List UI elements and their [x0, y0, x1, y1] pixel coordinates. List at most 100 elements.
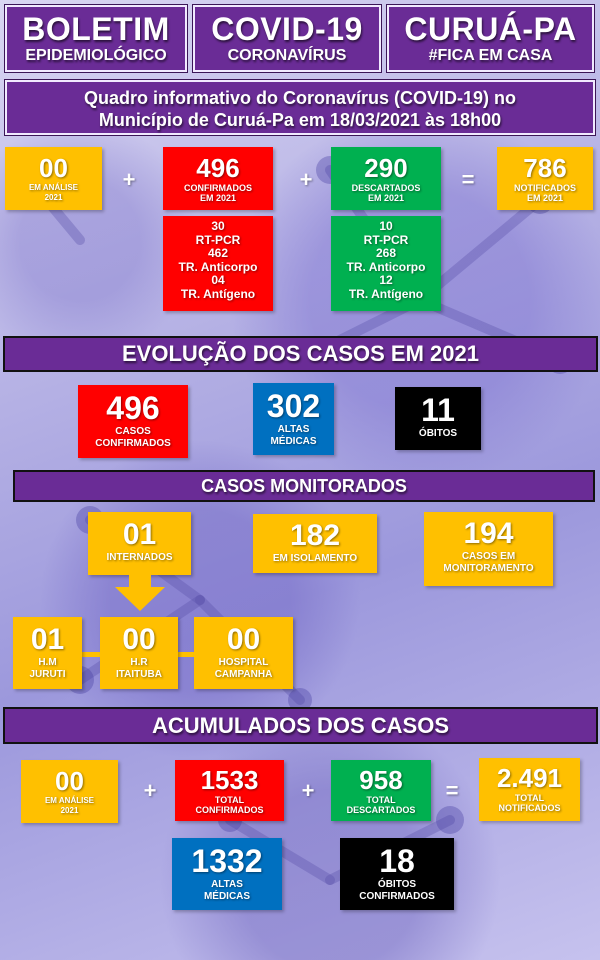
- summary-analise-card: 00 EM ANÁLISE 2021: [5, 147, 102, 210]
- confirmados-anticorpo-label: TR. Anticorpo: [178, 259, 258, 274]
- acumulados-altas-label1: ALTAS: [211, 879, 243, 890]
- acumulados-altas-value: 1332: [191, 843, 263, 879]
- summary-descartados-label1: DESCARTADOS: [351, 183, 421, 193]
- internados-card: 01 INTERNADOS: [88, 512, 191, 575]
- plus-sign: +: [301, 778, 315, 803]
- acumulados-notificados-card: 2.491 TOTAL NOTIFICADOS: [479, 758, 580, 821]
- hr-itaituba-card: 00 H.R ITAITUBA: [100, 617, 178, 689]
- header-covid: COVID-19 CORONAVÍRUS: [193, 5, 381, 72]
- evolucao-obitos-value: 11: [421, 392, 455, 428]
- evolucao-confirmados-label2: CONFIRMADOS: [95, 438, 171, 449]
- descartados-anticorpo-label: TR. Anticorpo: [346, 259, 426, 274]
- summary-analise-value: 00: [39, 153, 68, 183]
- confirmados-anticorpo-count: 462: [207, 246, 229, 260]
- header-boletim: BOLETIM EPIDEMIOLÓGICO: [5, 5, 187, 72]
- connector-line: [178, 652, 194, 657]
- monitoramento-label1: CASOS EM: [461, 551, 516, 562]
- acumulados-altas-card: 1332 ALTAS MÉDICAS: [172, 838, 282, 910]
- internados-label: INTERNADOS: [106, 552, 173, 563]
- isolamento-value: 182: [289, 519, 341, 552]
- isolamento-card: 182 EM ISOLAMENTO: [253, 514, 377, 573]
- evolucao-altas-label2: MÉDICAS: [270, 436, 317, 447]
- confirmados-rtpcr-count: 30: [211, 219, 225, 233]
- summary-notificados-label2: EM 2021: [526, 193, 564, 203]
- plus-sign: +: [143, 778, 157, 803]
- summary-notificados-label1: NOTIFICADOS: [514, 183, 576, 193]
- hospital-campanha-label1: HOSPITAL: [218, 657, 269, 668]
- confirmados-antigeno-count: 04: [211, 273, 225, 287]
- acumulados-analise-card: 00 EM ANÁLISE 2021: [21, 760, 118, 823]
- descartados-antigeno-count: 12: [379, 273, 393, 287]
- intro-banner: Quadro informativo do Coronavírus (COVID…: [5, 80, 595, 135]
- evolucao-obitos-label1: ÓBITOS: [418, 428, 458, 439]
- summary-analise-label1: EM ANÁLISE: [28, 183, 79, 192]
- acumulados-analise-label1: EM ANÁLISE: [44, 796, 95, 805]
- acumulados-title: ACUMULADOS DOS CASOS: [151, 713, 449, 738]
- header-covid-title: COVID-19: [211, 11, 363, 47]
- header-city-subtitle: #FICA EM CASA: [428, 47, 553, 64]
- monitoramento-label2: MONITORAMENTO: [443, 563, 534, 574]
- plus-sign: +: [299, 167, 313, 192]
- confirmados-antigeno-label: TR. Antígeno: [180, 286, 256, 301]
- descartados-detail-card: 10 RT-PCR 268 TR. Anticorpo 12 TR. Antíg…: [331, 216, 441, 311]
- header-city-title: CURUÁ-PA: [404, 11, 577, 47]
- acumulados-obitos-card: 18 ÓBITOS CONFIRMADOS: [340, 838, 454, 910]
- acumulados-descartados-label2: DESCARTADOS: [346, 805, 416, 815]
- descartados-anticorpo-count: 268: [375, 246, 397, 260]
- isolamento-label: EM ISOLAMENTO: [272, 553, 358, 564]
- descartados-antigeno-label: TR. Antígeno: [348, 286, 424, 301]
- acumulados-notificados-label2: NOTIFICADOS: [498, 803, 561, 813]
- hm-juruti-label2: JURUTI: [29, 669, 66, 680]
- header-boletim-subtitle: EPIDEMIOLÓGICO: [25, 47, 167, 64]
- acumulados-altas-label2: MÉDICAS: [203, 891, 251, 902]
- summary-notificados-value: 786: [523, 153, 567, 183]
- confirmados-rtpcr-label: RT-PCR: [195, 232, 241, 247]
- acumulados-notificados-value: 2.491: [496, 763, 563, 793]
- summary-descartados-value: 290: [364, 153, 408, 183]
- header-covid-subtitle: CORONAVÍRUS: [227, 47, 347, 64]
- acumulados-confirmados-value: 1533: [200, 765, 259, 795]
- acumulados-analise-value: 00: [55, 766, 84, 796]
- intro-line2: Município de Curuá-Pa em 18/03/2021 às 1…: [98, 110, 502, 130]
- acumulados-obitos-label2: CONFIRMADOS: [359, 891, 435, 902]
- descartados-rtpcr-count: 10: [379, 219, 393, 233]
- internados-value: 01: [122, 518, 157, 551]
- summary-confirmados-label2: EM 2021: [199, 193, 237, 203]
- equals-sign: =: [445, 778, 459, 803]
- down-arrow-icon: [115, 575, 165, 611]
- acumulados-obitos-label1: ÓBITOS: [377, 879, 417, 890]
- evolucao-confirmados-card: 496 CASOS CONFIRMADOS: [78, 385, 188, 458]
- evolucao-obitos-card: 11 ÓBITOS: [395, 387, 481, 450]
- summary-notificados-card: 786 NOTIFICADOS EM 2021: [497, 147, 593, 210]
- summary-confirmados-value: 496: [196, 153, 240, 183]
- hospital-campanha-label2: CAMPANHA: [214, 669, 273, 680]
- summary-descartados-label2: EM 2021: [367, 193, 405, 203]
- summary-confirmados-card: 496 CONFIRMADOS EM 2021: [163, 147, 273, 210]
- monitoramento-card: 194 CASOS EM MONITORAMENTO: [424, 512, 553, 586]
- hm-juruti-label1: H.M: [38, 657, 57, 668]
- header-city: CURUÁ-PA #FICA EM CASA: [387, 5, 594, 72]
- hospital-campanha-value: 00: [226, 623, 261, 656]
- acumulados-descartados-label1: TOTAL: [366, 795, 396, 805]
- acumulados-confirmados-card: 1533 TOTAL CONFIRMADOS: [175, 760, 284, 821]
- header-boletim-title: BOLETIM: [22, 11, 170, 47]
- summary-analise-label2: 2021: [44, 193, 63, 202]
- acumulados-obitos-value: 18: [379, 843, 415, 879]
- connector-line: [82, 652, 102, 657]
- hr-itaituba-value: 00: [122, 623, 156, 656]
- monitorados-banner: CASOS MONITORADOS: [13, 470, 595, 502]
- monitorados-title: CASOS MONITORADOS: [201, 476, 407, 496]
- intro-line1: Quadro informativo do Coronavírus (COVID…: [83, 88, 517, 108]
- hm-juruti-value: 01: [30, 623, 65, 656]
- confirmados-detail-card: 30 RT-PCR 462 TR. Anticorpo 04 TR. Antíg…: [163, 216, 273, 311]
- evolucao-title: EVOLUÇÃO DOS CASOS EM 2021: [122, 341, 479, 366]
- evolucao-confirmados-value: 496: [106, 390, 160, 426]
- monitoramento-value: 194: [463, 517, 514, 550]
- evolucao-altas-value: 302: [266, 388, 321, 424]
- acumulados-notificados-label1: TOTAL: [514, 793, 545, 803]
- acumulados-descartados-card: 958 TOTAL DESCARTADOS: [331, 760, 431, 821]
- descartados-rtpcr-label: RT-PCR: [363, 232, 409, 247]
- summary-descartados-card: 290 DESCARTADOS EM 2021: [331, 147, 441, 210]
- acumulados-descartados-value: 958: [359, 765, 403, 795]
- acumulados-confirmados-label1: TOTAL: [214, 795, 245, 805]
